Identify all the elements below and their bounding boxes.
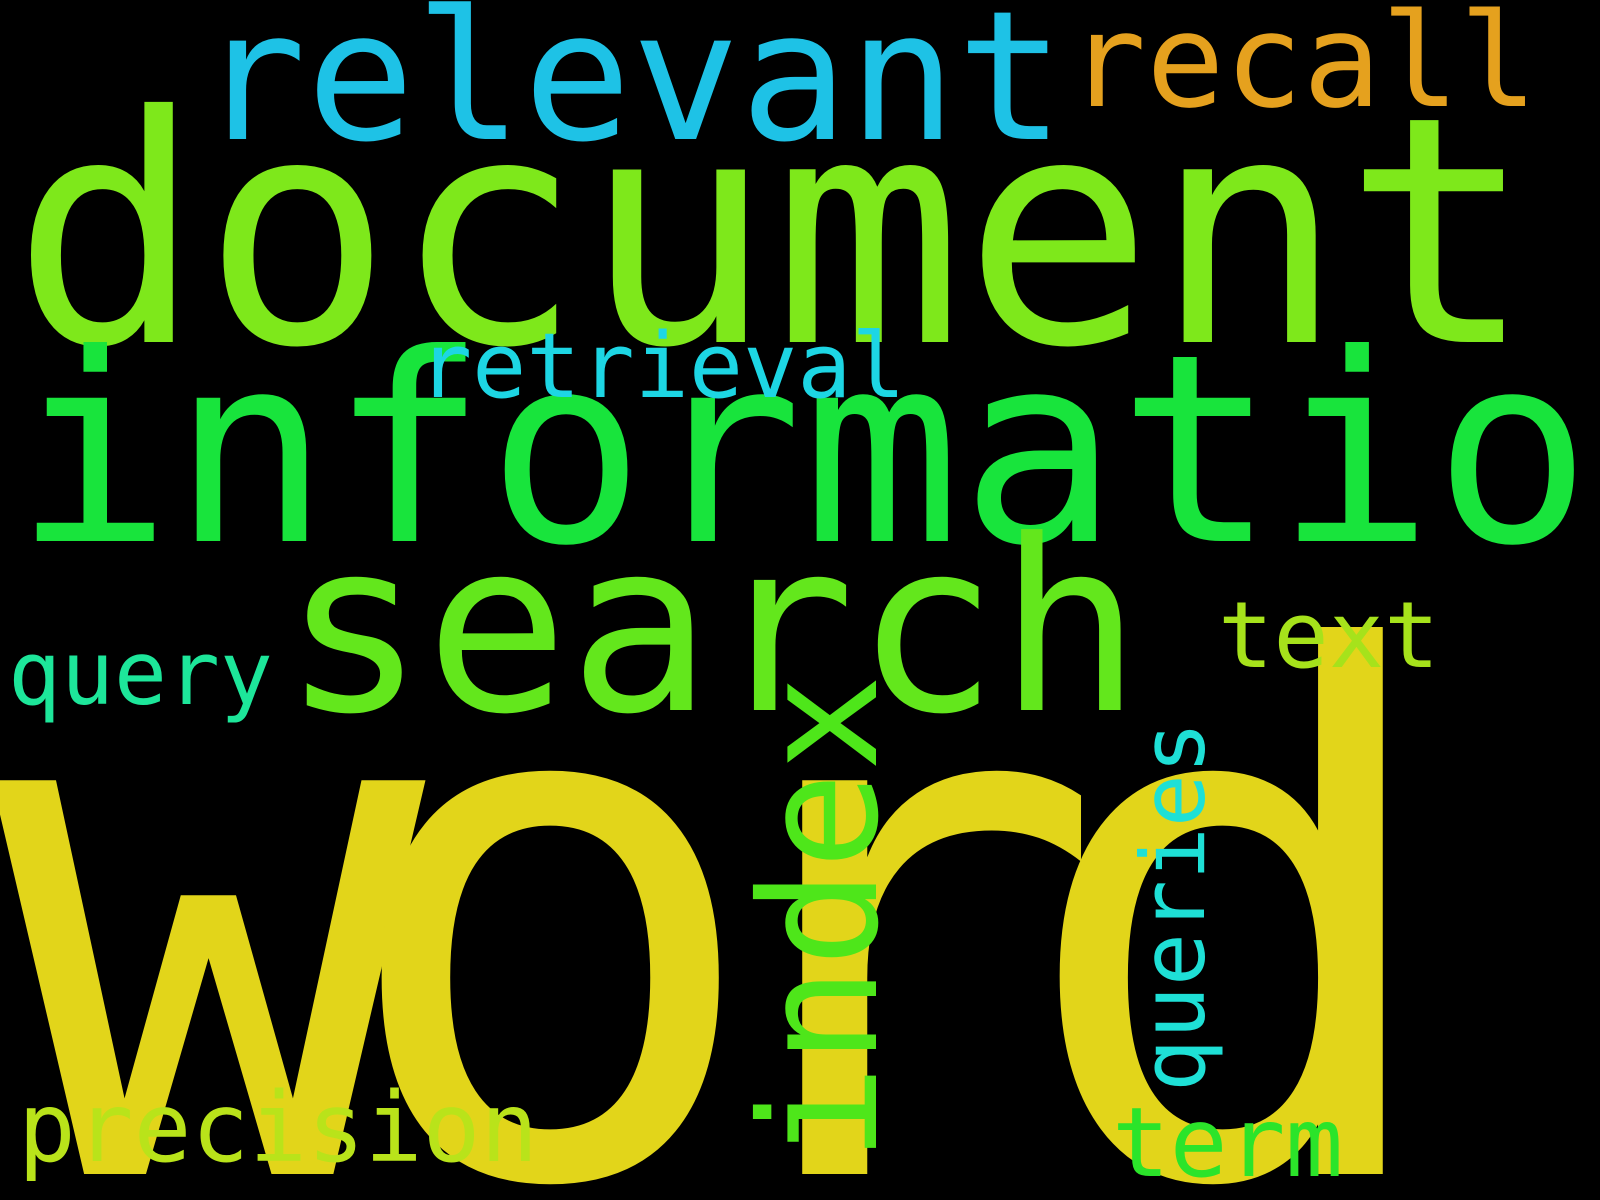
word-queries: queries — [1122, 721, 1225, 1092]
word-text: text — [1218, 582, 1440, 689]
word-precision: precision — [18, 1072, 539, 1184]
word-word: word — [0, 506, 1450, 1200]
word-query: query — [8, 622, 273, 725]
word-term: term — [1112, 1087, 1344, 1199]
word-retrieval: retrieval — [418, 314, 906, 419]
word-document: document — [12, 49, 1534, 417]
word-information: information — [14, 298, 1600, 603]
word-recall: recall — [1068, 0, 1538, 137]
word-relevant: relevant — [198, 0, 1065, 182]
word-index: index — [727, 674, 915, 1162]
word-search: search — [282, 490, 1142, 767]
